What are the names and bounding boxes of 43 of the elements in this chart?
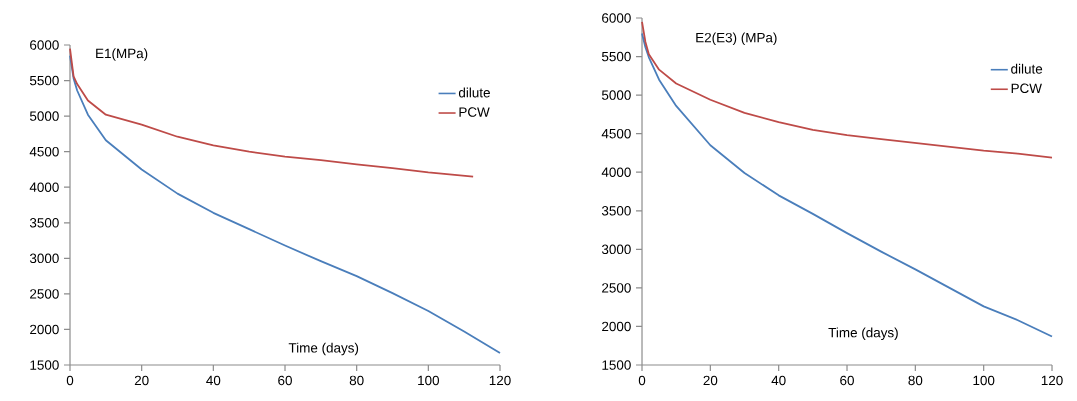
y-tick-label: 5500 [601,51,631,62]
y-tick-label: 1500 [30,360,59,370]
y-tick-label: 2000 [602,321,631,332]
y-tick-label: 4000 [29,182,59,192]
y-tick-label: 5000 [29,111,59,121]
y-tick-label: 4500 [601,128,631,139]
legend-label: PCW [459,107,490,117]
legend-label: dilute [458,87,490,98]
x-tick-label: 80 [349,375,364,386]
y-tick-label: 2000 [30,324,59,335]
x-tick-label: 40 [771,375,786,386]
x-tick-label: 0 [638,375,646,386]
x-tick-label: 100 [418,375,440,386]
y-tick-label: 5000 [601,90,631,100]
y-tick-label: 4500 [29,146,59,157]
y-axis-title: E1(MPa) [96,48,148,61]
y-tick-label: 3500 [601,206,631,216]
y-tick-label: 6000 [602,13,631,23]
x-tick-label: 100 [973,375,995,386]
legend-label: PCW [1011,83,1042,94]
x-tick-label: 60 [840,375,854,386]
y-tick-label: 3000 [29,253,59,264]
x-tick-label: 40 [206,375,221,386]
x-axis-title: Time (days) [288,342,359,356]
x-tick-label: 0 [66,375,74,386]
x-tick-label: 20 [703,375,718,386]
y-tick-label: 2500 [602,283,631,293]
legend-label: dilute [1011,63,1043,74]
x-tick-label: 20 [134,375,149,386]
y-tick-label: 4000 [601,167,631,177]
x-tick-label: 80 [908,375,923,386]
x-axis-title: Time (days) [828,327,898,341]
x-tick-label: 120 [1041,375,1063,386]
y-tick-label: 3500 [29,218,59,228]
x-tick-label: 120 [489,375,511,386]
y-tick-label: 6000 [30,40,59,50]
y-tick-label: 5500 [29,75,59,86]
x-tick-label: 60 [278,375,292,386]
y-tick-label: 1500 [602,360,631,370]
line-series [641,32,1053,338]
y-tick-label: 2500 [30,289,59,299]
y-tick-label: 3000 [601,244,631,255]
y-axis-title: E2(E3) (MPa) [696,32,777,46]
